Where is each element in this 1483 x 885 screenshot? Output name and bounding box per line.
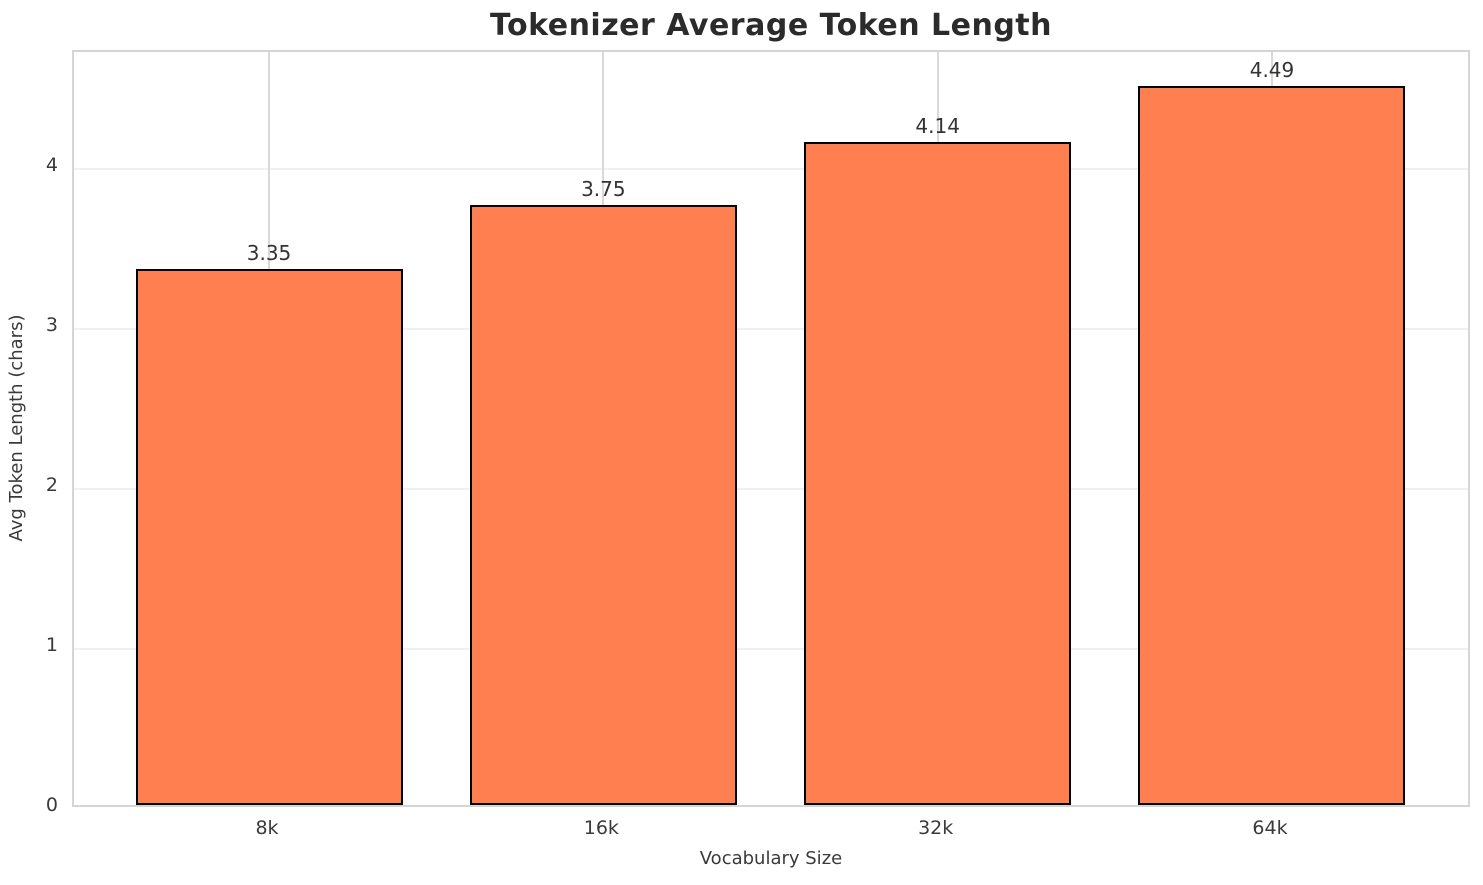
bar-value-label: 4.14 [915,114,960,139]
x-tick-label: 32k [918,817,954,839]
y-tick-label: 3 [45,313,58,336]
bar [135,268,403,805]
bar-value-label: 4.49 [1249,58,1295,83]
h-gridline [74,327,1468,330]
y-axis-label-text: Avg Token Length (chars) [6,314,27,542]
y-tick-label: 4 [45,153,58,176]
y-tick-label: 2 [45,473,58,496]
y-tick-label: 1 [45,633,58,656]
bar-value-label: 3.35 [246,240,292,265]
h-gridline [74,647,1468,650]
bar [469,204,737,805]
y-tick-label: 0 [45,794,58,816]
x-tick-label: 16k [583,817,619,839]
chart-title: Tokenizer Average Token Length [489,8,1052,43]
h-gridline [74,487,1468,490]
bar-value-label: 3.75 [581,176,626,201]
x-axis-label: Vocabulary Size [699,848,843,869]
bar [804,142,1072,805]
x-tick-label: 8k [255,817,279,839]
x-tick-label: 64k [1252,817,1288,839]
bar [1138,86,1406,805]
plot-area: 3.35 3.75 4.14 4.49 [72,50,1470,807]
h-gridline [74,167,1468,170]
